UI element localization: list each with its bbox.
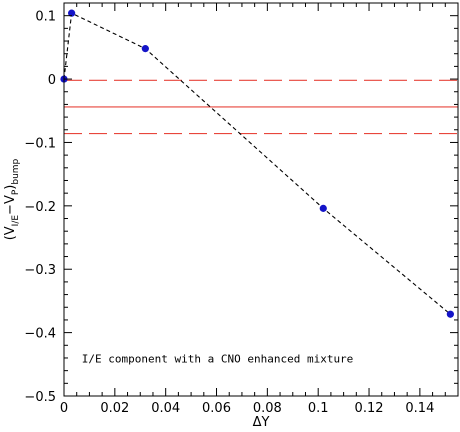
x-tick-label: 0.02 xyxy=(100,401,129,416)
y-axis-title-open: (V xyxy=(3,226,18,240)
y-tick-labels: 0.1 0 −0.1 −0.2 −0.3 −0.4 −0.5 xyxy=(24,10,56,405)
x-tick-label: 0.1 xyxy=(308,401,329,416)
y-axis-title-close: ) xyxy=(3,185,18,190)
x-tick-label: 0 xyxy=(60,401,68,416)
data-point xyxy=(68,9,76,17)
y-axis-title-sub-p: P xyxy=(11,189,21,195)
axis-ticks xyxy=(63,2,459,397)
y-tick-label: −0.5 xyxy=(24,390,56,405)
y-tick-label: −0.2 xyxy=(24,200,56,215)
y-axis-title-sub-ie: I/E xyxy=(11,215,21,227)
y-tick-label: 0.1 xyxy=(35,10,56,25)
x-tick-labels: 0 0.02 0.04 0.06 0.08 0.1 0.12 0.14 xyxy=(60,401,434,416)
plot-frame xyxy=(63,2,459,397)
data-point xyxy=(319,204,327,212)
y-axis-title: (VI/E−VP)bump xyxy=(3,158,21,240)
y-axis-title-sub-bump: bump xyxy=(11,158,21,184)
y-tick-label: −0.4 xyxy=(24,327,56,342)
x-tick-label: 0.14 xyxy=(405,401,434,416)
y-axis-title-minus: −V xyxy=(3,195,18,215)
series-dashed-line xyxy=(63,12,451,315)
data-point xyxy=(141,45,149,53)
x-axis-title: ΔY xyxy=(253,415,270,430)
x-tick-label: 0.06 xyxy=(202,401,231,416)
data-point xyxy=(446,310,454,318)
y-tick-label: 0 xyxy=(48,73,56,88)
reference-lines xyxy=(64,79,458,135)
y-tick-label: −0.3 xyxy=(24,263,56,278)
y-tick-label: −0.1 xyxy=(24,136,56,151)
chart-annotation: I/E component with a CNO enhanced mixtur… xyxy=(82,352,354,365)
x-tick-label: 0.04 xyxy=(151,401,180,416)
data-series xyxy=(60,9,454,318)
x-tick-label: 0.12 xyxy=(355,401,384,416)
x-tick-label: 0.08 xyxy=(253,401,282,416)
